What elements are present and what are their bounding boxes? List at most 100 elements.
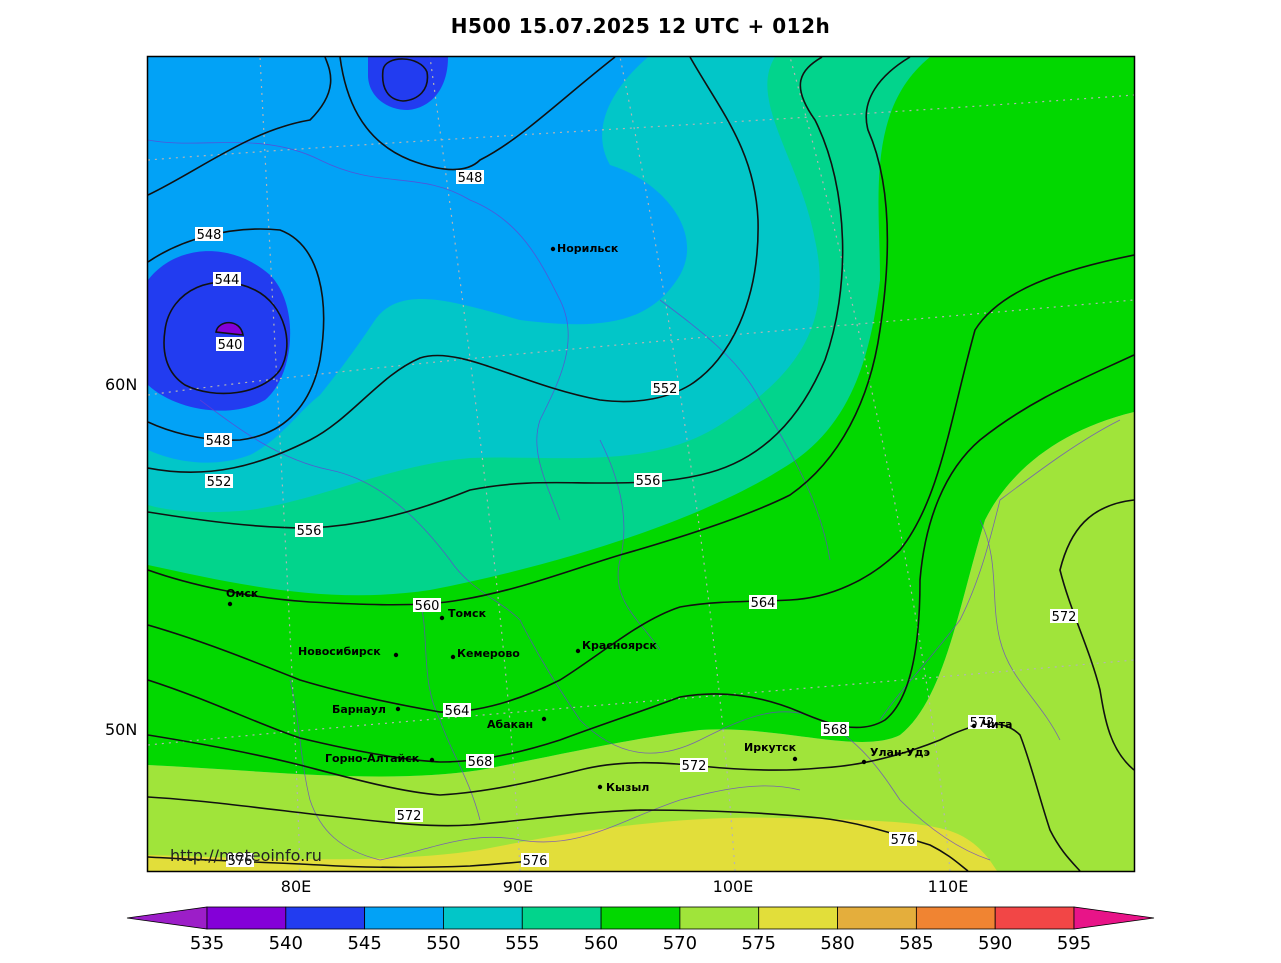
fill-535-540 — [216, 322, 243, 335]
colorbar-segment — [206, 906, 287, 930]
contour-572-a — [148, 723, 1081, 871]
contour-label: 568 — [823, 723, 848, 738]
colorbar-segment — [915, 906, 996, 930]
contour-label: 548 — [458, 171, 483, 186]
city-marker — [227, 601, 233, 607]
colorbar-tick-label: 575 — [742, 933, 776, 954]
city-label: Томск — [448, 607, 487, 620]
city-marker — [393, 652, 399, 658]
contour-576-b — [148, 856, 541, 869]
colorbar-tick-label: 585 — [899, 933, 933, 954]
colorbar-tick-label: 535 — [190, 933, 224, 954]
contour-label: 556 — [636, 474, 661, 489]
contour-572-b — [1059, 499, 1134, 771]
city-marker — [792, 756, 798, 762]
contour-label-bg — [195, 227, 223, 241]
map-title: H500 15.07.2025 12 UTC + 012h — [450, 14, 831, 38]
city-marker — [439, 615, 445, 621]
colorbar-tick-label: 590 — [978, 933, 1012, 954]
lat-label: 60N — [105, 375, 137, 394]
contour-label-bg — [205, 474, 233, 488]
colorbar-tick-label: 555 — [505, 933, 539, 954]
contour-label-bg — [395, 808, 423, 822]
contour-label: 552 — [207, 475, 232, 490]
colorbar-segment — [364, 906, 444, 930]
contour-label-bg — [213, 272, 241, 286]
contour-label: 576 — [228, 854, 253, 869]
contour-label: 572 — [397, 809, 422, 824]
watermark: http://meteoinfo.ru — [170, 846, 322, 865]
contour-lines — [148, 57, 1134, 871]
lat-label: 50N — [105, 720, 137, 739]
cities: Норильск Омск Томск Новосибирск Кемерово… — [226, 242, 1012, 794]
contour-label-bg — [1050, 609, 1078, 623]
contour-564-a — [148, 254, 1134, 713]
contour-label-bg — [651, 381, 679, 395]
graticule — [148, 57, 1134, 871]
contour-label: 576 — [891, 833, 916, 848]
contour-label-bg — [413, 598, 441, 612]
lon-label: 110E — [928, 877, 969, 896]
contour-label: 548 — [197, 228, 222, 243]
city-marker — [541, 716, 547, 722]
colorbar-tick-label: 550 — [426, 933, 460, 954]
lon-label: 90E — [503, 877, 533, 896]
colorbar-tick-label: 595 — [1057, 933, 1091, 954]
city-marker — [429, 757, 435, 763]
colorbar-segment — [600, 906, 681, 930]
colorbar-segment — [443, 906, 523, 930]
city-marker — [971, 723, 977, 729]
colorbar-segment — [679, 906, 760, 930]
colorbar-segment — [758, 906, 838, 930]
colorbar: 535 540 545 550 555 560 570 575 580 585 590 595 — [126, 906, 1155, 954]
contour-560 — [148, 57, 911, 606]
city-label: Улан-Удэ — [870, 746, 930, 759]
city-label: Чита — [982, 718, 1012, 731]
contour-label-bg — [295, 523, 323, 537]
lon-label: 80E — [281, 877, 311, 896]
contour-label: 572 — [682, 759, 707, 774]
admin-boundaries — [148, 139, 1121, 861]
contour-label-bg — [443, 703, 471, 717]
contour-label: 548 — [206, 434, 231, 449]
city-label: Омск — [226, 587, 259, 600]
fill-540-545-north — [368, 57, 448, 110]
contour-label-group: 548 548 544 540 548 552 556 552 556 560 … — [195, 170, 1078, 869]
map-frame — [146, 55, 1136, 873]
city-label: Горно-Алтайск — [325, 752, 420, 765]
city-label: Кызыл — [606, 781, 649, 794]
contour-label-bg — [226, 853, 254, 867]
city-marker — [861, 759, 867, 765]
axis-labels: 60N 50N 80E 90E 100E 110E — [105, 375, 968, 896]
contour-label-bg — [889, 832, 917, 846]
colorbar-over-arrow — [1073, 906, 1155, 930]
contour-label: 560 — [415, 599, 440, 614]
city-marker — [450, 654, 456, 660]
city-marker — [395, 706, 401, 712]
city-label: Кемерово — [457, 647, 520, 660]
contour-label-bg — [204, 433, 232, 447]
colorbar-tick-label: 580 — [820, 933, 854, 954]
colorbar-segment — [994, 906, 1075, 930]
contour-label: 568 — [468, 755, 493, 770]
contour-label-bg — [521, 853, 549, 867]
contour-544-north — [381, 58, 429, 102]
contour-label: 540 — [218, 338, 243, 353]
contour-label: 552 — [653, 382, 678, 397]
colorbar-segment — [285, 906, 366, 930]
fill-570-575 — [148, 412, 1134, 871]
city-marker — [575, 648, 581, 654]
contour-556 — [148, 57, 844, 529]
contour-544 — [163, 281, 288, 395]
contour-label: 576 — [523, 854, 548, 869]
city-label: Норильск — [557, 242, 619, 255]
city-label: Барнаул — [332, 703, 386, 716]
contour-label: 544 — [215, 273, 240, 288]
contour-label-bg — [466, 754, 494, 768]
contour-label: 556 — [297, 524, 322, 539]
contour-label-bg — [680, 758, 708, 772]
city-label: Красноярск — [582, 639, 657, 652]
contour-label: 572 — [1052, 610, 1077, 625]
contour-568 — [148, 354, 1134, 763]
